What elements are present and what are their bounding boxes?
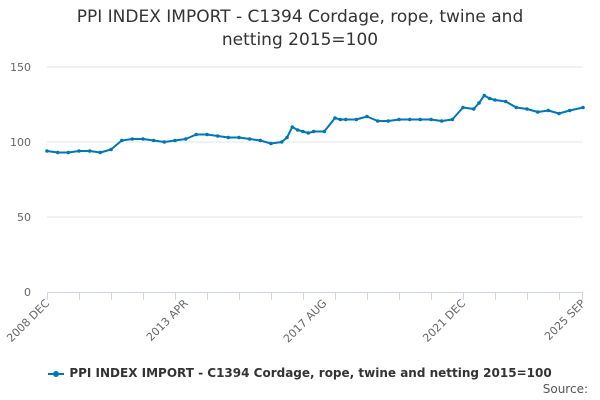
data-point <box>311 129 316 134</box>
data-point <box>557 111 561 116</box>
data-point <box>295 128 300 132</box>
data-point <box>322 129 327 134</box>
data-point <box>247 137 252 141</box>
data-point <box>397 117 401 122</box>
data-point <box>461 105 465 110</box>
data-point <box>306 131 311 135</box>
x-tick-label: 2025 SEP <box>542 297 588 343</box>
data-point <box>407 117 412 122</box>
data-point <box>333 116 337 120</box>
y-tick-label: 0 <box>24 286 31 299</box>
data-point <box>109 147 113 152</box>
data-point <box>55 150 60 155</box>
x-tick-label: 2021 DEC <box>420 297 468 345</box>
y-tick-label: 100 <box>10 136 31 149</box>
data-point <box>493 98 497 102</box>
data-point <box>365 114 369 119</box>
data-point <box>119 138 124 143</box>
data-point <box>151 138 156 143</box>
data-point <box>141 137 145 141</box>
credits-source[interactable]: Source: <box>542 382 588 396</box>
data-point <box>98 150 103 155</box>
data-point <box>183 137 188 141</box>
data-point <box>375 119 380 123</box>
data-point <box>258 138 263 143</box>
data-point <box>343 117 348 122</box>
x-tick-label: 2017 AUG <box>281 297 330 346</box>
y-tick-label: 150 <box>10 61 31 74</box>
x-tick-label: 2013 APR <box>144 297 191 344</box>
data-point <box>194 132 199 137</box>
data-point <box>386 119 391 123</box>
data-point <box>546 108 551 113</box>
chart-title-line-1: PPI INDEX IMPORT - C1394 Cordage, rope, … <box>76 7 524 27</box>
chart-title-line-2: netting 2015=100 <box>221 30 379 50</box>
data-point <box>66 150 71 155</box>
legend[interactable]: PPI INDEX IMPORT - C1394 Cordage, rope, … <box>0 366 600 380</box>
data-point <box>354 117 359 122</box>
data-point <box>285 135 289 140</box>
data-point <box>581 105 585 110</box>
data-point <box>226 135 231 140</box>
data-point <box>535 110 540 114</box>
data-point <box>482 93 487 98</box>
data-point <box>237 135 241 140</box>
y-tick-label: 50 <box>17 211 31 224</box>
data-point <box>477 101 481 105</box>
data-point <box>503 99 508 104</box>
data-point <box>429 117 433 122</box>
data-point <box>450 117 455 122</box>
data-point <box>173 138 177 143</box>
data-point <box>439 119 444 123</box>
data-point <box>77 149 81 153</box>
data-point <box>525 107 529 111</box>
data-point <box>87 149 92 153</box>
series-line <box>46 94 584 154</box>
data-point <box>290 125 295 129</box>
data-point <box>45 149 49 153</box>
chart-title: PPI INDEX IMPORT - C1394 Cordage, rope, … <box>20 6 580 52</box>
data-point <box>205 132 209 137</box>
data-point <box>471 107 476 111</box>
data-point <box>418 117 423 122</box>
line-chart: 0 50 100 150 2008 DEC 2013 APR 2017 AUG 2021 DE… <box>4 61 588 346</box>
data-point <box>130 137 135 141</box>
data-point <box>338 117 343 122</box>
data-point <box>162 140 167 144</box>
data-point <box>215 134 220 138</box>
data-point <box>487 96 492 101</box>
data-point <box>567 108 572 113</box>
legend-series-marker <box>48 369 65 379</box>
data-point <box>301 129 305 134</box>
legend-series-label: PPI INDEX IMPORT - C1394 Cordage, rope, … <box>69 366 552 380</box>
data-point <box>269 141 273 146</box>
data-point <box>279 140 284 144</box>
data-point <box>514 105 519 110</box>
x-tick-label: 2008 DEC <box>4 297 52 345</box>
